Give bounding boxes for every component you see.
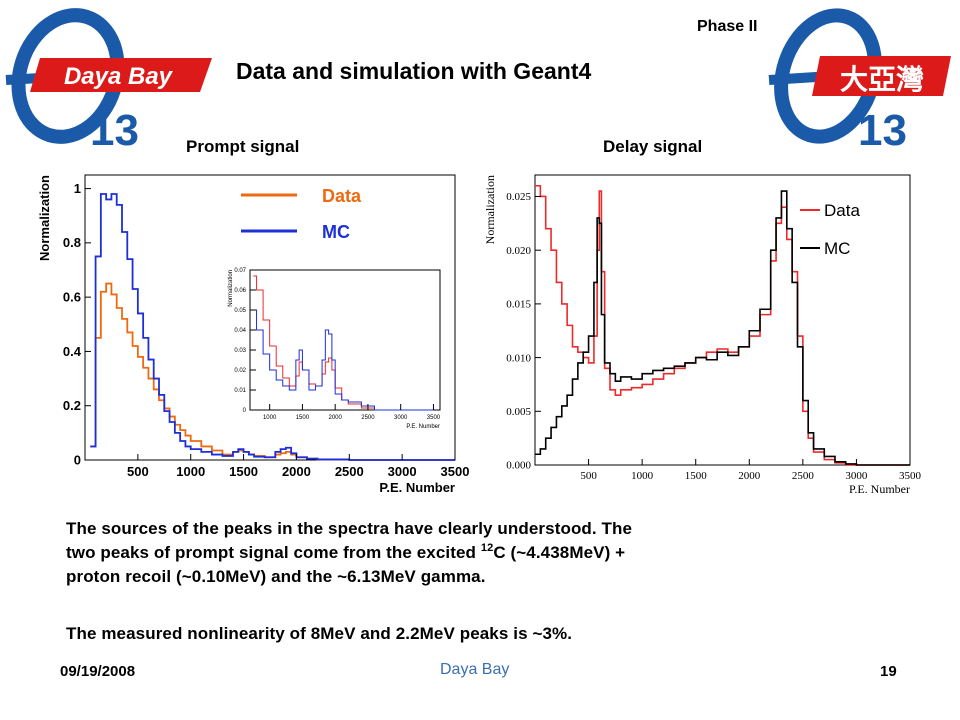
delay-ytick-label: 0.025: [506, 191, 531, 203]
delay-xtick-label: 500: [580, 470, 597, 482]
prompt-xlabel: P.E. Number: [379, 480, 455, 495]
prompt-inset-xtick-label: 1500: [296, 415, 310, 421]
prompt-ytick-label: 0: [74, 452, 81, 467]
prompt-inset-xtick-label: 2500: [361, 415, 375, 421]
phase-label: Phase II: [697, 18, 758, 35]
prompt-xtick-label: 2500: [335, 464, 364, 479]
delay-xtick-label: 1000: [631, 470, 654, 482]
isotope-superscript: 12: [480, 542, 494, 554]
footer-date: 09/19/2008: [60, 663, 136, 680]
prompt-inset-ylabel: Normalization: [228, 270, 234, 307]
prompt-inset-chart: 1000 1500 2000 2500 3000 3500 0 0.01 0.02 0.03 0.0…: [228, 268, 441, 430]
para1-line2-text: two peaks of prompt signal come from the…: [66, 543, 481, 562]
prompt-series-data: [90, 282, 455, 461]
logo-right-number: 13: [858, 106, 907, 150]
prompt-legend-label-data: Data: [322, 186, 362, 206]
delay-ytick-label: 0.010: [506, 352, 531, 364]
prompt-ytick-label: 0.2: [63, 398, 81, 413]
prompt-inset-xlabel: P.E. Number: [406, 424, 440, 430]
prompt-inset-ytick-label: 0.03: [234, 348, 246, 354]
delay-ylabel: Normalization: [483, 175, 497, 244]
para1-line2: two peaks of prompt signal come from the…: [66, 541, 886, 565]
prompt-inset-frame: [249, 269, 441, 411]
prompt-inset-ytick-label: 0.02: [234, 368, 246, 374]
prompt-inset-ytick-label: 0: [243, 408, 247, 414]
prompt-inset-ytick-label: 0.06: [234, 288, 246, 294]
delay-ytick-label: 0.020: [506, 245, 531, 257]
body-paragraph-1: The sources of the peaks in the spectra …: [66, 517, 886, 589]
prompt-inset-xtick-label: 2000: [328, 415, 342, 421]
prompt-xtick-label: 500: [127, 464, 149, 479]
prompt-ytick-label: 0.6: [63, 289, 81, 304]
para1-line3: proton recoil (~0.10MeV) and the ~6.13Me…: [66, 567, 486, 586]
prompt-ylabel: Normalization: [37, 175, 52, 261]
prompt-xtick-label: 1500: [229, 464, 258, 479]
logo-right-text: 大亞灣: [840, 64, 924, 95]
prompt-chart: 500 1000 1500 2000 2500 3000 3500 0 0.2 0.4 0.6 0.8…: [37, 174, 470, 495]
prompt-inset-xtick-label: 3000: [394, 415, 408, 421]
logo-left-text: Daya Bay: [64, 63, 174, 90]
prompt-xtick-label: 3500: [441, 464, 470, 479]
logo-left-number: 13: [90, 106, 139, 150]
prompt-inset-ytick-label: 0.07: [234, 268, 246, 274]
delay-ytick-label: 0.015: [506, 299, 531, 311]
slide-title: Data and simulation with Geant4: [236, 58, 592, 84]
delay-xtick-label: 3500: [899, 470, 922, 482]
body-paragraph-2: The measured nonlinearity of 8MeV and 2.…: [66, 624, 573, 643]
prompt-legend-label-mc: MC: [322, 222, 350, 242]
prompt-series-mc: [90, 193, 455, 461]
footer-center-link[interactable]: Daya Bay: [440, 661, 510, 678]
prompt-ytick-label: 1: [74, 181, 81, 196]
prompt-xtick-label: 1000: [176, 464, 205, 479]
prompt-ytick-label: 0.4: [63, 344, 82, 359]
prompt-xtick-label: 3000: [388, 464, 417, 479]
prompt-xtick-label: 2000: [282, 464, 311, 479]
prompt-inset-xtick-label: 3500: [427, 415, 441, 421]
prompt-inset-ytick-label: 0.04: [234, 328, 246, 334]
delay-legend-label-mc: MC: [824, 239, 850, 258]
para1-line2-tail: C (~4.438MeV) +: [493, 543, 626, 562]
delay-caption: Delay signal: [603, 137, 703, 156]
delay-xtick-label: 1500: [685, 470, 708, 482]
delay-xtick-label: 2500: [792, 470, 815, 482]
delay-chart: 500 1000 1500 2000 2500 3000 3500 0.000 0.005 0.0…: [483, 174, 922, 496]
delay-xtick-label: 2000: [738, 470, 761, 482]
prompt-inset-xtick-label: 1000: [263, 415, 277, 421]
delay-ytick-label: 0.000: [506, 460, 531, 472]
para1-line1: The sources of the peaks in the spectra …: [66, 519, 633, 538]
prompt-inset-ytick-label: 0.05: [234, 308, 246, 314]
delay-xtick-label: 3000: [845, 470, 868, 482]
delay-series-mc: [535, 190, 910, 466]
delay-ytick-label: 0.005: [506, 406, 531, 418]
delay-legend-label-data: Data: [824, 201, 860, 220]
daya-bay-logo-left: Daya Bay 13: [5, 8, 212, 150]
prompt-inset-ytick-label: 0.01: [234, 388, 246, 394]
prompt-caption: Prompt signal: [186, 137, 300, 156]
prompt-inset-series-mc: [253, 309, 434, 411]
page-number: 19: [880, 663, 897, 680]
delay-xlabel: P.E. Number: [849, 482, 910, 496]
daya-bay-logo-right: 大亞灣 13: [768, 8, 951, 150]
prompt-ytick-label: 0.8: [63, 235, 81, 250]
